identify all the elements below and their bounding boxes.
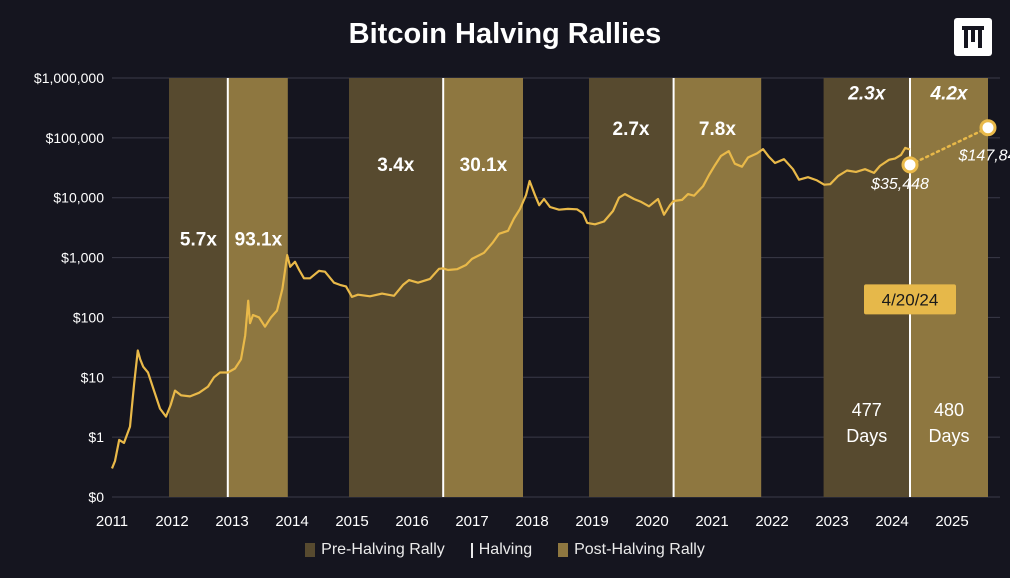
legend-label: Pre-Halving Rally — [321, 541, 445, 558]
y-tick-label: $100 — [73, 309, 104, 325]
x-tick-label: 2019 — [575, 513, 608, 530]
legend-swatch-halving — [470, 542, 473, 558]
x-tick-label: 2014 — [275, 513, 308, 530]
y-tick-label: $100,000 — [46, 130, 105, 146]
x-tick-label: 2017 — [455, 513, 488, 530]
date-badge — [864, 284, 956, 315]
multiplier-label: 30.1x — [460, 155, 508, 176]
pre-halving-band — [589, 78, 674, 497]
multiplier-label: 2.3x — [847, 83, 886, 104]
legend-label: Post-Halving Rally — [574, 541, 705, 558]
y-tick-label: $10,000 — [53, 190, 104, 206]
multiplier-label: 2.7x — [613, 119, 650, 140]
legend-item-halving: Halving — [470, 541, 533, 559]
day-count-unit: Days — [928, 426, 969, 446]
projection-line — [908, 126, 990, 167]
x-tick-label: 2018 — [515, 513, 548, 530]
y-tick-label: $0 — [88, 489, 104, 505]
x-tick-label: 2020 — [635, 513, 668, 530]
x-tick-label: 2012 — [155, 513, 188, 530]
y-tick-label: $1 — [88, 429, 104, 445]
x-tick-label: 2024 — [875, 513, 908, 530]
x-tick-label: 2016 — [395, 513, 428, 530]
price-line — [110, 146, 911, 469]
pre-halving-band — [169, 78, 228, 497]
x-axis-ticks: 2011 2012 2013 2014 2015 2016 2017 2018 2019 2020… — [96, 513, 969, 530]
chart-title: Bitcoin Halving Rallies — [348, 18, 662, 50]
legend-swatch-post — [558, 543, 569, 557]
multiplier-label: 93.1x — [235, 230, 283, 251]
y-tick-label: $10 — [81, 369, 105, 385]
day-count-unit: Days — [846, 426, 887, 446]
post-halving-band — [227, 78, 288, 497]
legend-item-pre-halving: Pre-Halving Rally — [305, 541, 445, 559]
post-halving-band — [673, 78, 762, 497]
day-count-number: 480 — [934, 400, 964, 420]
multiplier-label: 4.2x — [930, 83, 969, 104]
y-tick-label: $1,000,000 — [34, 70, 104, 86]
y-axis-ticks: $0 $1 $10 $100 $1,000 $10,000 $100,000 $1,000,0… — [34, 70, 104, 505]
multiplier-labels: 5.7x 93.1x 3.4x 30.1x 2.7x 7.8x 2.3x 4.2x — [180, 83, 969, 250]
pantera-logo-icon — [954, 18, 992, 56]
date-badge-label: 4/20/24 — [882, 290, 939, 309]
halving-lines — [226, 78, 911, 497]
x-tick-label: 2011 — [96, 513, 128, 530]
multiplier-label: 7.8x — [699, 119, 736, 140]
x-tick-label: 2023 — [815, 513, 848, 530]
x-tick-label: 2021 — [695, 513, 728, 530]
pre-halving-band — [349, 78, 444, 497]
price-series — [110, 126, 990, 469]
price-annotation: $35,448 — [870, 176, 929, 193]
legend-label: Halving — [478, 541, 533, 558]
legend: Pre-Halving Rally Halving Post-Halving R… — [0, 541, 1010, 559]
x-tick-label: 2015 — [335, 513, 368, 530]
x-tick-label: 2025 — [935, 513, 968, 530]
legend-swatch-pre — [305, 543, 316, 557]
x-tick-label: 2022 — [755, 513, 788, 530]
multiplier-label: 5.7x — [180, 230, 217, 251]
x-tick-label: 2013 — [215, 513, 248, 530]
multiplier-label: 3.4x — [377, 155, 414, 176]
price-marker — [979, 119, 997, 137]
price-annotation: $147,843 — [958, 148, 1010, 165]
post-halving-band — [443, 78, 523, 497]
annotations: $35,448 $147,843 4/20/24 477 Days 480 Days — [846, 119, 1010, 446]
price-marker — [901, 156, 919, 174]
y-tick-label: $1,000 — [61, 250, 104, 266]
legend-item-post-halving: Post-Halving Rally — [558, 541, 705, 559]
day-count-number: 477 — [852, 400, 882, 420]
